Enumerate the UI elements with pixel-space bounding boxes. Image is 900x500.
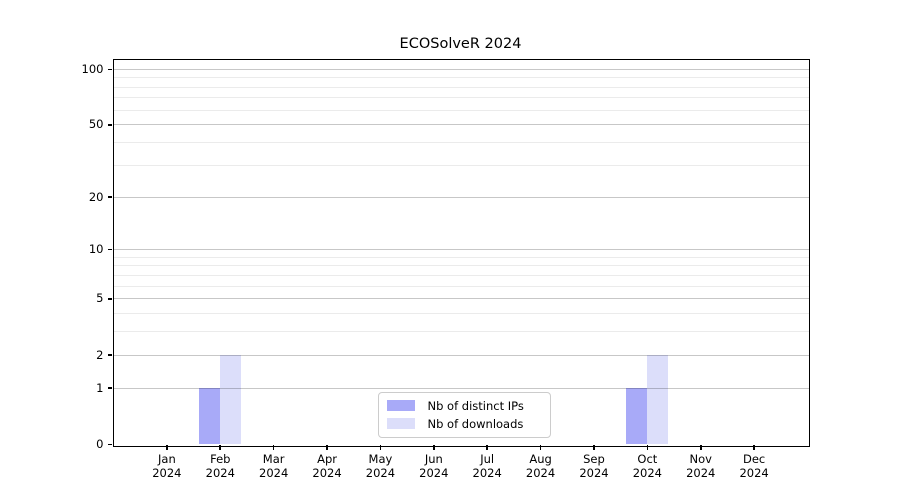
x-tick-label: Dec 2024 [719, 452, 789, 481]
x-tick-label-year: 2024 [365, 466, 396, 480]
y-axis-tick [108, 443, 112, 446]
gridline-major [113, 124, 809, 126]
y-axis-tick [108, 124, 112, 126]
y-axis-tick [108, 354, 112, 356]
x-tick-label: Nov 2024 [666, 452, 736, 481]
legend: Nb of distinct IPs Nb of downloads [377, 391, 551, 438]
bar-feb-distinct-ips [199, 388, 221, 445]
x-axis-tick [433, 444, 435, 450]
x-tick-label-month: Jun [424, 451, 443, 466]
x-tick-label: Oct 2024 [612, 452, 682, 481]
bar-oct-downloads [647, 355, 669, 445]
x-tick-label-month: Apr [317, 451, 337, 466]
x-tick-label-month: Nov [689, 451, 712, 466]
legend-item-downloads: Nb of downloads [386, 416, 542, 431]
legend-swatch-downloads [386, 418, 415, 429]
x-tick-label-year: 2024 [259, 466, 289, 480]
x-tick-label-month: Oct [637, 451, 658, 466]
x-tick-label-year: 2024 [472, 466, 502, 480]
x-tick-label-month: Sep [583, 451, 605, 466]
y-tick-label: 50 [88, 117, 104, 132]
x-tick-label-year: 2024 [152, 466, 182, 480]
x-tick-label-month: Jan [158, 451, 176, 466]
x-axis-tick [486, 444, 488, 450]
x-tick-label-month: Mar [262, 451, 285, 466]
x-tick-label: Jun 2024 [399, 452, 469, 481]
gridline-minor [113, 109, 809, 111]
y-tick-label: 10 [88, 242, 104, 257]
x-axis-tick [326, 444, 328, 450]
y-axis-tick [108, 68, 112, 71]
y-tick-label: 20 [88, 189, 104, 204]
y-axis-tick [108, 248, 112, 251]
legend-swatch-distinct-ips [386, 400, 415, 411]
x-tick-label: Mar 2024 [239, 452, 309, 481]
y-tick-label: 100 [81, 61, 104, 76]
gridline-minor [113, 142, 809, 144]
x-axis-tick [219, 444, 222, 450]
gridline-major [113, 196, 809, 198]
gridline-major [113, 354, 809, 356]
bar-feb-downloads [220, 355, 242, 445]
gridline-minor [113, 313, 809, 315]
x-axis-tick [646, 444, 649, 450]
chart-title: ECOSolveR 2024 [399, 36, 522, 52]
gridline-minor [113, 265, 809, 267]
y-tick-label: 2 [96, 347, 104, 362]
gridline-major [113, 298, 809, 300]
x-tick-label: Jan 2024 [132, 452, 202, 481]
gridline-minor [113, 285, 809, 287]
x-tick-label: Jul 2024 [452, 452, 522, 481]
y-axis-tick [108, 298, 112, 300]
x-axis-tick [753, 444, 755, 450]
legend-label-downloads: Nb of downloads [427, 416, 524, 431]
x-tick-label: May 2024 [345, 452, 415, 481]
gridline-major [113, 68, 809, 70]
gridline-minor [113, 274, 809, 276]
y-tick-label: 0 [96, 437, 104, 451]
x-axis-tick [166, 444, 168, 450]
x-axis-tick [699, 444, 702, 450]
plot-area: 0 1 2 5 10 20 50 100 Jan 2024 Feb 2024 Mar 2024 Apr 202… [82, 58, 810, 480]
y-axis-tick [108, 387, 112, 389]
x-tick-label-month: Dec [742, 451, 766, 466]
x-tick-label-month: Aug [529, 451, 552, 466]
gridline-minor [113, 331, 809, 333]
x-tick-label-month: Jul [480, 451, 495, 466]
x-tick-label: Aug 2024 [506, 452, 576, 481]
x-axis-tick [379, 444, 382, 450]
x-tick-label-year: 2024 [739, 466, 769, 480]
x-tick-label-year: 2024 [525, 466, 556, 480]
gridline-major [113, 387, 809, 389]
x-axis-tick [272, 444, 275, 450]
legend-label-distinct-ips: Nb of distinct IPs [427, 398, 524, 413]
gridline-minor [113, 256, 809, 258]
x-axis-tick [593, 444, 595, 450]
legend-item-distinct-ips: Nb of distinct IPs [386, 398, 542, 413]
gridline-minor [113, 164, 809, 166]
x-tick-label-year: 2024 [579, 466, 609, 480]
y-tick-label: 1 [96, 380, 104, 395]
x-tick-label-year: 2024 [686, 466, 716, 480]
x-axis-tick [539, 444, 542, 450]
x-tick-label: Apr 2024 [292, 452, 362, 481]
x-tick-label-month: Feb [210, 451, 231, 466]
gridline-major [113, 249, 809, 251]
x-tick-label: Feb 2024 [185, 452, 255, 481]
x-tick-label-year: 2024 [632, 466, 662, 480]
gridline-minor [113, 77, 809, 79]
x-tick-label: Sep 2024 [559, 452, 629, 481]
gridline-minor [113, 86, 809, 88]
gridline-minor [113, 97, 809, 99]
x-tick-label-year: 2024 [312, 466, 342, 480]
x-tick-label-month: May [368, 451, 393, 466]
x-tick-label-year: 2024 [205, 466, 235, 480]
y-tick-label: 5 [96, 291, 104, 306]
x-tick-label-year: 2024 [419, 466, 449, 480]
bar-oct-distinct-ips [626, 388, 648, 445]
y-axis-tick [108, 196, 112, 198]
